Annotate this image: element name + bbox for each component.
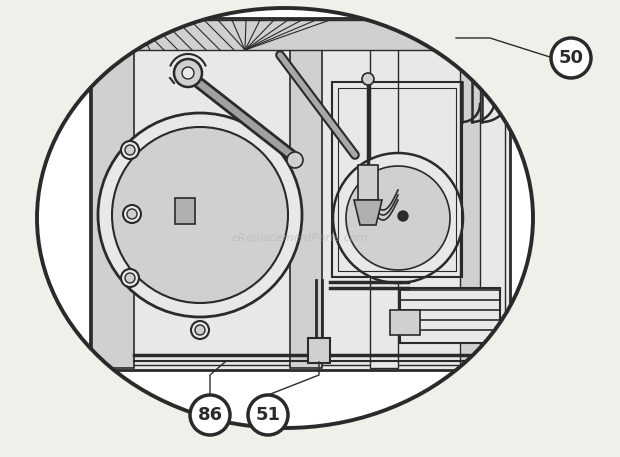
Circle shape [195, 325, 205, 335]
Circle shape [112, 127, 288, 303]
Circle shape [333, 153, 463, 283]
Text: 86: 86 [197, 406, 223, 424]
Text: 50: 50 [559, 49, 583, 67]
Bar [90, 18, 510, 370]
Circle shape [248, 395, 288, 435]
Bar [358, 165, 378, 200]
Bar [95, 23, 505, 365]
Bar [92, 20, 134, 368]
Circle shape [191, 321, 209, 339]
Circle shape [174, 59, 202, 87]
Circle shape [362, 73, 374, 85]
Circle shape [346, 166, 450, 270]
Bar [338, 88, 456, 271]
Bar [370, 20, 398, 368]
Circle shape [551, 38, 591, 78]
Circle shape [125, 273, 135, 283]
Bar [460, 20, 480, 368]
Bar [400, 288, 500, 343]
Bar [332, 82, 462, 277]
Circle shape [398, 211, 408, 221]
Circle shape [190, 395, 230, 435]
Circle shape [123, 205, 141, 223]
Circle shape [182, 67, 194, 79]
Bar [175, 198, 195, 224]
Circle shape [125, 145, 135, 155]
Circle shape [287, 152, 303, 168]
Text: 51: 51 [255, 406, 280, 424]
Circle shape [98, 113, 302, 317]
Bar [390, 310, 420, 335]
Circle shape [121, 269, 139, 287]
Circle shape [127, 209, 137, 219]
Text: eReplacementParts.com: eReplacementParts.com [232, 233, 368, 243]
Ellipse shape [37, 8, 533, 428]
Circle shape [121, 141, 139, 159]
Polygon shape [354, 200, 382, 225]
Bar [92, 20, 508, 50]
Bar [290, 20, 322, 368]
Bar [308, 338, 330, 363]
